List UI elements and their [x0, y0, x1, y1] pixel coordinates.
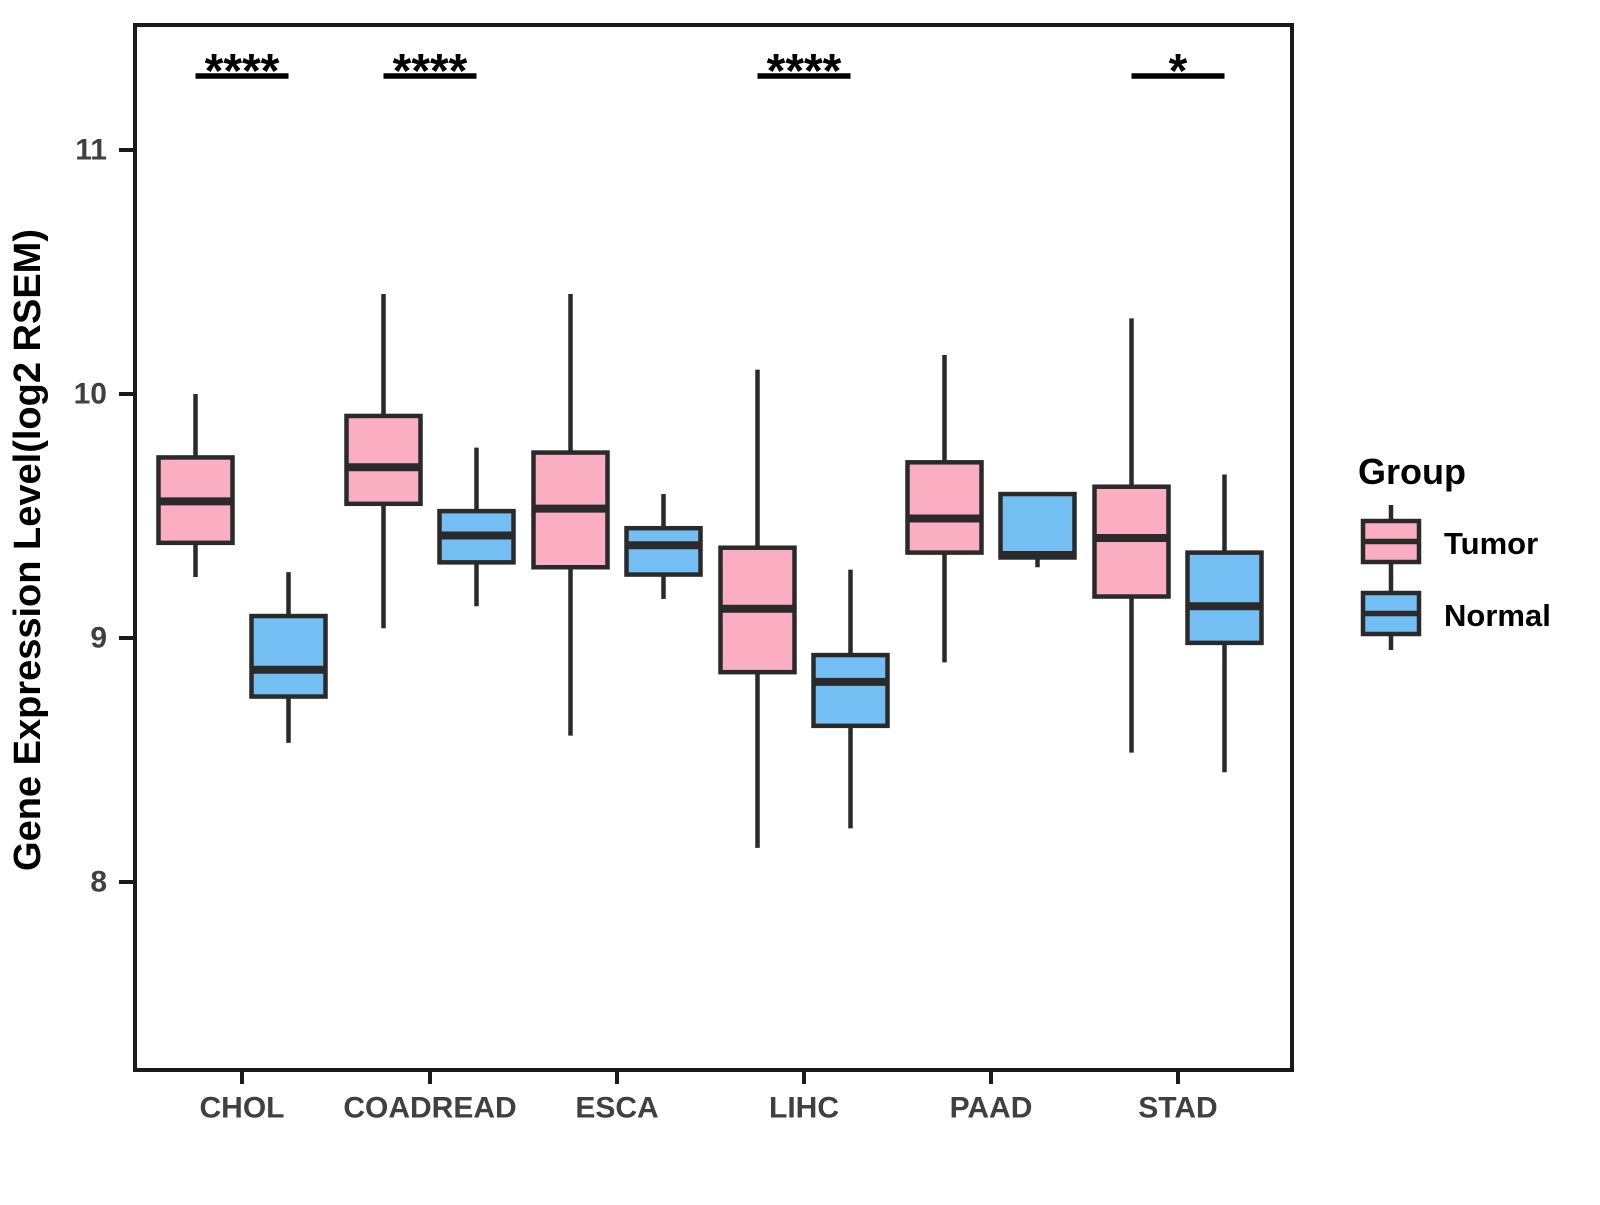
iqr-box — [998, 491, 1077, 560]
iqr-box — [811, 652, 890, 729]
box-normal-stad — [1185, 474, 1264, 773]
legend-label-tumor: Tumor — [1444, 526, 1538, 561]
box-tumor-lihc — [718, 369, 797, 848]
box-normal-lihc — [811, 569, 890, 829]
box-tumor-esca — [531, 293, 610, 736]
significance-stars-stad: * — [1169, 45, 1188, 98]
box-normal-paad — [998, 491, 1077, 568]
y-tick-label: 9 — [90, 622, 107, 655]
significance-stars-lihc: **** — [767, 45, 842, 98]
x-tick-label-lihc: LIHC — [769, 1092, 839, 1125]
box-tumor-paad — [905, 354, 984, 663]
iqr-box — [1185, 550, 1264, 646]
iqr-box — [249, 613, 328, 699]
box-tumor-coadread — [344, 293, 423, 629]
y-tick-label: 11 — [75, 134, 107, 167]
x-tick-label-paad: PAAD — [950, 1092, 1033, 1125]
y-tick-label: 10 — [74, 378, 107, 411]
legend-label-normal: Normal — [1444, 598, 1551, 633]
x-tick-label-esca: ESCA — [575, 1092, 658, 1125]
legend — [1360, 505, 1422, 650]
legend-key-normal — [1360, 577, 1422, 650]
iqr-box — [624, 525, 703, 577]
box-normal-esca — [624, 494, 703, 599]
significance-stars-chol: **** — [205, 45, 280, 98]
box-tumor-stad — [1092, 318, 1171, 753]
panel-border — [133, 23, 1294, 1072]
x-tick-label-chol: CHOL — [200, 1092, 285, 1125]
significance-stars-coadread: **** — [393, 45, 468, 98]
box-normal-chol — [249, 572, 328, 743]
legend-title: Group — [1358, 451, 1466, 492]
y-axis-title: Gene Expression Level(log2 RSEM) — [7, 229, 49, 871]
x-tick-label-stad: STAD — [1138, 1092, 1217, 1125]
iqr-box — [344, 413, 423, 507]
box-normal-coadread — [437, 447, 516, 607]
x-tick-label-coadread: COADREAD — [343, 1092, 516, 1125]
legend-key-tumor — [1360, 505, 1422, 578]
box-tumor-chol — [156, 394, 235, 577]
iqr-box — [905, 460, 984, 555]
y-tick-label: 8 — [90, 866, 107, 899]
